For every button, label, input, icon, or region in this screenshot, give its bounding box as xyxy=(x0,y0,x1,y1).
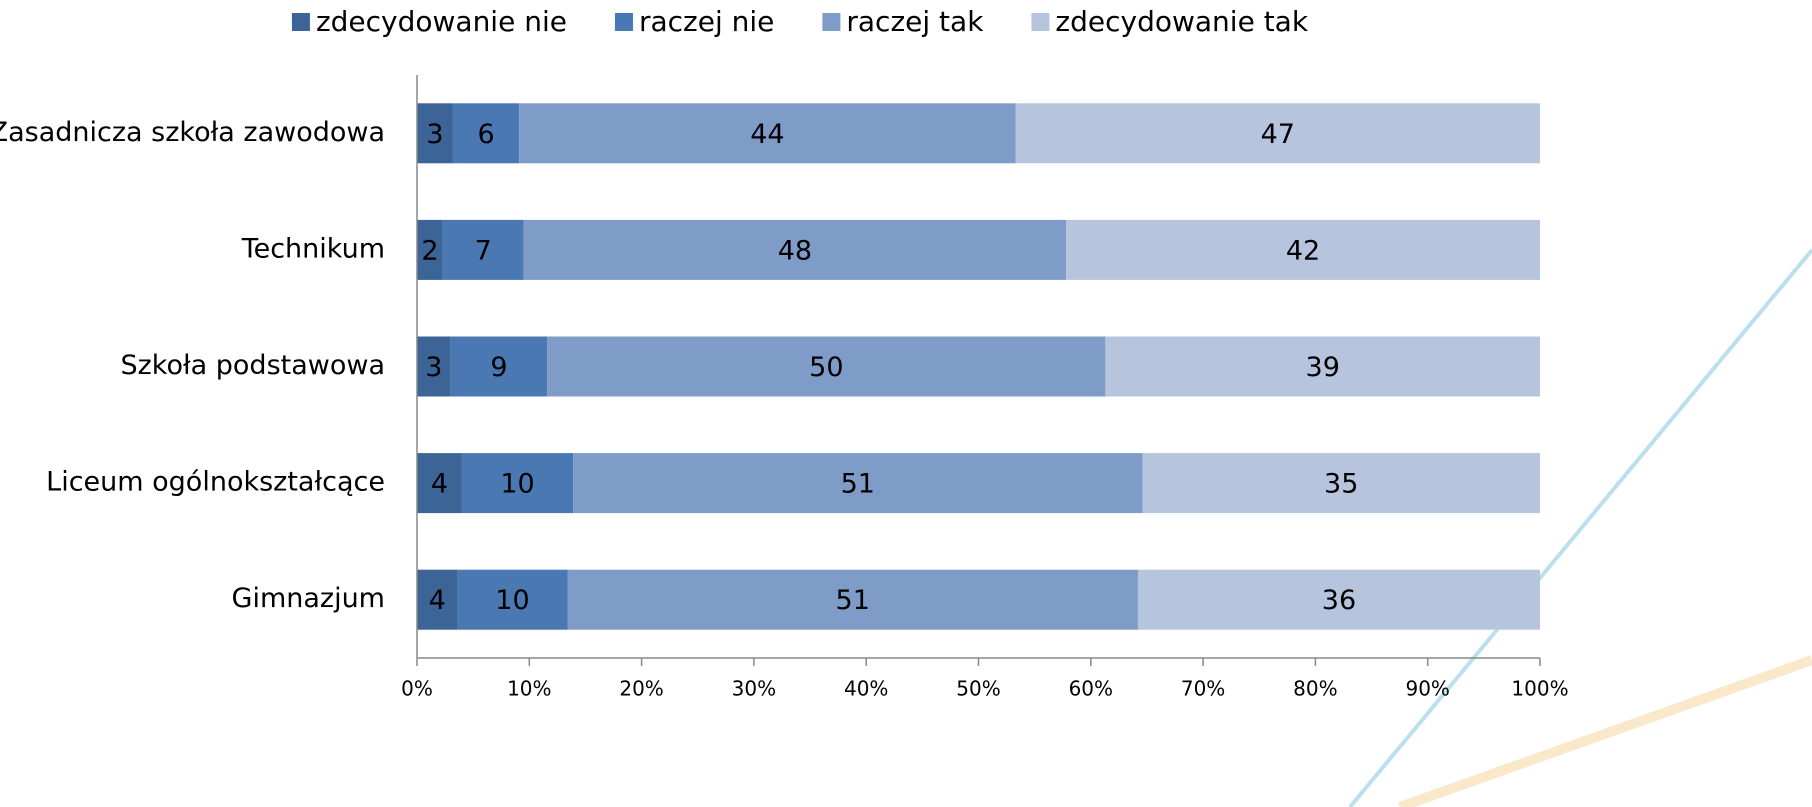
y-tick-label: Szkoła podstawowa xyxy=(120,350,385,381)
legend-label: raczej tak xyxy=(846,5,984,38)
data-label: 51 xyxy=(841,469,875,500)
bar-segment xyxy=(417,219,443,280)
data-label: 6 xyxy=(477,119,494,150)
x-tick-label: 0% xyxy=(401,677,433,701)
y-tick-label: Liceum ogólnokształcące xyxy=(46,467,385,498)
x-tick-label: 30% xyxy=(732,677,776,701)
bar-segment xyxy=(452,103,520,164)
data-label: 3 xyxy=(426,119,443,150)
bar-segment xyxy=(1015,103,1540,164)
legend: zdecydowanie nie raczej nie raczej tak zdec… xyxy=(291,5,1309,38)
bar-segment xyxy=(417,103,453,164)
x-tick-label: 60% xyxy=(1069,677,1113,701)
bar-segment xyxy=(1105,336,1540,397)
x-tick-label: 90% xyxy=(1405,677,1449,701)
decoration xyxy=(1398,655,1812,807)
bar-segment xyxy=(1066,219,1540,280)
data-label: 42 xyxy=(1286,235,1320,266)
data-label: 50 xyxy=(809,352,843,383)
x-tick-label: 10% xyxy=(507,677,551,701)
x-tick-label: 100% xyxy=(1511,677,1568,701)
bar-segment xyxy=(1137,569,1540,630)
data-label: 39 xyxy=(1306,352,1340,383)
bar-segment xyxy=(1142,453,1540,514)
data-label: 48 xyxy=(778,235,812,266)
legend-swatch xyxy=(822,13,841,31)
data-label: 9 xyxy=(490,352,507,383)
x-tick-label: 70% xyxy=(1181,677,1225,701)
bar-segment xyxy=(417,336,451,397)
bar-segment xyxy=(457,569,568,630)
data-label: 10 xyxy=(500,469,534,500)
y-tick-label: Gimnazjum xyxy=(232,583,385,614)
bar-segment xyxy=(417,569,458,630)
bar-segment xyxy=(547,336,1106,397)
bar-segment xyxy=(442,219,524,280)
data-label: 51 xyxy=(836,585,870,616)
x-tick-label: 40% xyxy=(844,677,888,701)
legend-label: raczej nie xyxy=(639,5,774,38)
legend-label: zdecydowanie nie xyxy=(316,5,567,38)
bar-segment xyxy=(573,453,1143,514)
legend-swatch xyxy=(614,13,633,31)
bar-segment xyxy=(461,453,574,514)
x-tick-label: 50% xyxy=(956,677,1000,701)
data-label: 35 xyxy=(1324,469,1358,500)
data-label: 7 xyxy=(475,235,492,266)
data-label: 44 xyxy=(750,119,784,150)
data-label: 4 xyxy=(429,585,446,616)
bar-segment xyxy=(519,103,1016,164)
x-tick-label: 80% xyxy=(1293,677,1337,701)
data-label: 4 xyxy=(431,469,448,500)
x-tick-label: 20% xyxy=(619,677,663,701)
data-label: 10 xyxy=(495,585,529,616)
bar-segment xyxy=(450,336,548,397)
decoration xyxy=(1348,248,1812,807)
data-label: 36 xyxy=(1322,585,1356,616)
legend-swatch xyxy=(291,13,310,31)
data-label: 3 xyxy=(425,352,442,383)
legend-label: zdecydowanie tak xyxy=(1055,5,1308,38)
y-tick-label: Zasadnicza szkoła zawodowa xyxy=(0,117,385,148)
bar-segment xyxy=(417,453,462,514)
data-label: 2 xyxy=(421,235,438,266)
bar-segment xyxy=(567,569,1138,630)
y-tick-label: Technikum xyxy=(241,233,385,264)
bar-segment xyxy=(523,219,1067,280)
data-label: 47 xyxy=(1261,119,1295,150)
legend-swatch xyxy=(1031,13,1050,31)
